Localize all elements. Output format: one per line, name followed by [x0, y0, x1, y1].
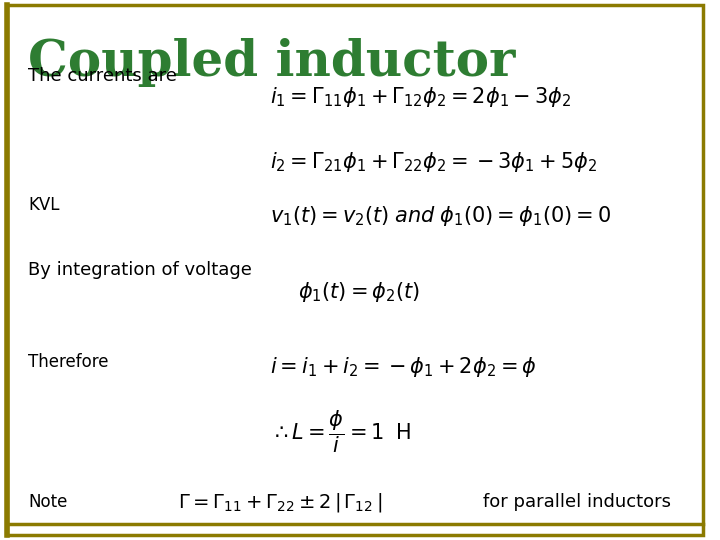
Text: By integration of voltage: By integration of voltage	[28, 261, 252, 279]
Text: Note: Note	[28, 493, 68, 511]
Text: The currents are: The currents are	[28, 66, 177, 85]
Text: $v_1(t) = v_2(t)\; and \; \phi_1(0) = \phi_1(0) = 0$: $v_1(t) = v_2(t)\; and \; \phi_1(0) = \p…	[270, 204, 611, 228]
Text: $\Gamma = \Gamma_{11} + \Gamma_{22} \pm 2\,|\,\Gamma_{12}\,|$: $\Gamma = \Gamma_{11} + \Gamma_{22} \pm …	[178, 491, 382, 514]
Text: for parallel inductors: for parallel inductors	[483, 493, 671, 511]
Text: Coupled inductor: Coupled inductor	[28, 38, 516, 87]
Text: $i_1 = \Gamma_{11}\phi_1 + \Gamma_{12}\phi_2 = 2\phi_1 - 3\phi_2$: $i_1 = \Gamma_{11}\phi_1 + \Gamma_{12}\p…	[270, 85, 572, 109]
Text: $i_2 = \Gamma_{21}\phi_1 + \Gamma_{22}\phi_2 = -3\phi_1 + 5\phi_2$: $i_2 = \Gamma_{21}\phi_1 + \Gamma_{22}\p…	[270, 150, 597, 174]
Text: $\phi_1(t) = \phi_2(t)$: $\phi_1(t) = \phi_2(t)$	[298, 280, 420, 303]
Text: $i = i_1 + i_2 = -\phi_1 + 2\phi_2 = \phi$: $i = i_1 + i_2 = -\phi_1 + 2\phi_2 = \ph…	[270, 355, 536, 379]
Text: KVL: KVL	[28, 196, 60, 214]
Text: $\therefore L = \dfrac{\phi}{i} = 1 \;\; \mathrm{H}$: $\therefore L = \dfrac{\phi}{i} = 1 \;\;…	[270, 409, 411, 455]
Text: Therefore: Therefore	[28, 353, 109, 371]
